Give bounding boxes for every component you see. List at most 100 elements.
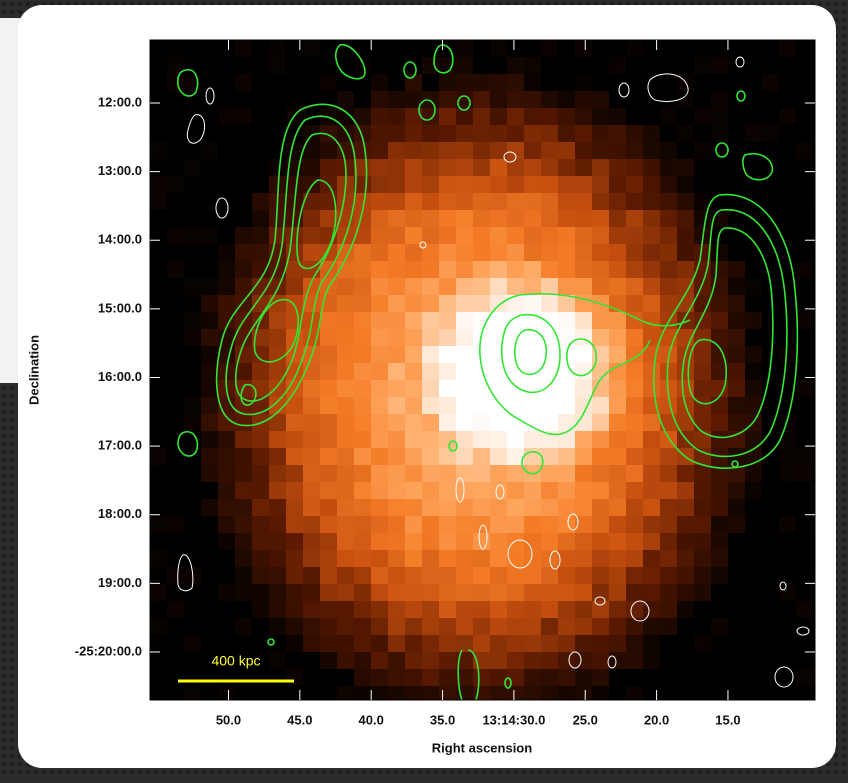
pixel: [286, 499, 303, 516]
pixel: [575, 584, 592, 601]
pixel: [439, 414, 456, 431]
pixel: [660, 295, 677, 312]
pixel: [405, 108, 422, 125]
pixel: [728, 431, 745, 448]
pixel: [677, 91, 694, 108]
pixel: [371, 431, 388, 448]
pixel: [694, 108, 711, 125]
pixel: [507, 652, 524, 669]
pixel: [252, 261, 269, 278]
pixel: [609, 261, 626, 278]
pixel: [320, 465, 337, 482]
pixel: [405, 329, 422, 346]
pixel: [371, 618, 388, 635]
y-tick-label: 15:00.0: [98, 300, 142, 315]
pixel: [473, 363, 490, 380]
pixel: [490, 465, 507, 482]
pixel: [201, 227, 218, 244]
pixel: [711, 516, 728, 533]
pixel: [541, 584, 558, 601]
pixel: [439, 686, 456, 700]
pixel: [422, 108, 439, 125]
pixel: [354, 108, 371, 125]
pixel: [269, 159, 286, 176]
pixel: [354, 482, 371, 499]
pixel: [558, 652, 575, 669]
pixel: [626, 278, 643, 295]
pixel: [218, 516, 235, 533]
pixel: [524, 278, 541, 295]
pixel: [235, 567, 252, 584]
pixel: [235, 329, 252, 346]
pixel: [626, 363, 643, 380]
pixel: [541, 159, 558, 176]
pixel: [337, 567, 354, 584]
pixel: [337, 397, 354, 414]
pixel: [439, 533, 456, 550]
pixel: [524, 601, 541, 618]
pixel: [235, 431, 252, 448]
pixel: [541, 601, 558, 618]
pixel: [150, 448, 167, 465]
pixel: [541, 193, 558, 210]
pixel: [388, 533, 405, 550]
pixel: [303, 210, 320, 227]
pixel: [439, 91, 456, 108]
pixel: [609, 380, 626, 397]
pixel: [677, 227, 694, 244]
pixel: [541, 550, 558, 567]
pixel: [473, 499, 490, 516]
pixel: [507, 567, 524, 584]
pixel: [694, 550, 711, 567]
pixel: [745, 278, 762, 295]
pixel: [507, 210, 524, 227]
pixel: [337, 482, 354, 499]
pixel: [626, 210, 643, 227]
pixel: [303, 227, 320, 244]
pixel: [524, 57, 541, 74]
pixel: [201, 499, 218, 516]
pixel: [320, 74, 337, 91]
pixel: [643, 431, 660, 448]
pixel: [371, 312, 388, 329]
pixel: [235, 465, 252, 482]
pixel: [405, 346, 422, 363]
pixel: [439, 482, 456, 499]
pixel: [388, 210, 405, 227]
pixel: [252, 210, 269, 227]
pixel: [575, 40, 592, 57]
pixel: [439, 329, 456, 346]
x-tick-label: 50.0: [216, 712, 241, 727]
pixel: [694, 346, 711, 363]
pixel: [694, 465, 711, 482]
pixel: [269, 584, 286, 601]
pixel: [592, 414, 609, 431]
pixel: [490, 346, 507, 363]
pixel: [728, 261, 745, 278]
pixel: [371, 278, 388, 295]
pixel: [286, 431, 303, 448]
pixel: [592, 669, 609, 686]
pixel: [524, 125, 541, 142]
pixel: [286, 550, 303, 567]
pixel: [490, 669, 507, 686]
plot-frame: [149, 39, 816, 701]
pixel: [745, 465, 762, 482]
pixel: [507, 91, 524, 108]
pixel: [303, 584, 320, 601]
pixel: [405, 686, 422, 700]
pixel: [558, 448, 575, 465]
pixel: [626, 567, 643, 584]
pixel: [456, 193, 473, 210]
pixel: [337, 652, 354, 669]
pixel: [303, 533, 320, 550]
pixel: [201, 142, 218, 159]
pixel: [303, 618, 320, 635]
pixel: [439, 567, 456, 584]
pixel: [694, 448, 711, 465]
pixel: [490, 244, 507, 261]
y-axis-title: Declination: [26, 335, 41, 405]
pixel: [575, 652, 592, 669]
pixel: [643, 227, 660, 244]
pixel: [388, 686, 405, 700]
